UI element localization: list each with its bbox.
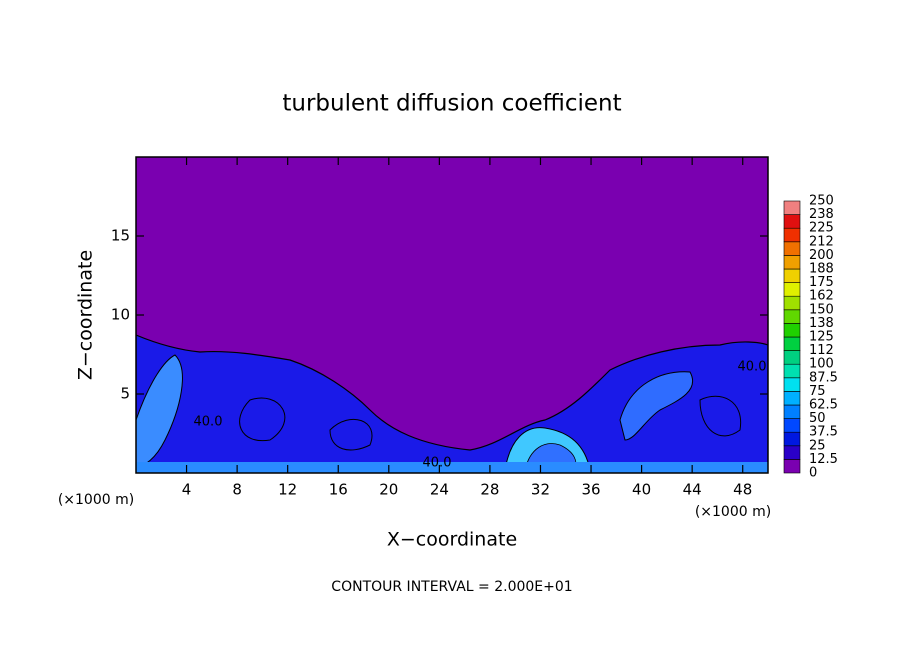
contour-line (239, 395, 742, 451)
footnote: CONTOUR INTERVAL = 2.000E+01 (331, 579, 572, 595)
x-tick-label: 8 (232, 481, 242, 499)
colorbar-label: 50 (809, 411, 826, 426)
y-unit-label: (×1000 m) (695, 504, 771, 520)
colorbar-label: 188 (809, 262, 834, 277)
contour-label: 40.0 (738, 360, 767, 375)
colorbar-box (783, 418, 801, 433)
colorbar-box (783, 350, 801, 365)
colorbar-box (783, 323, 801, 338)
colorbar-label: 75 (809, 384, 826, 399)
colorbar-box (783, 459, 801, 474)
colorbar-box (783, 255, 801, 270)
colorbar-label: 175 (809, 275, 834, 290)
colorbar-label: 138 (809, 316, 834, 331)
colorbar-box (783, 295, 801, 311)
colorbar-box (783, 309, 801, 324)
y-tick-label: 15 (111, 227, 130, 245)
colorbar-box (783, 200, 801, 215)
colorbar-label: 62.5 (809, 398, 838, 413)
colorbar-label: 25 (809, 438, 826, 453)
x-tick-label: 44 (683, 481, 702, 499)
colorbar-box (783, 363, 801, 379)
colorbar-label: 225 (809, 221, 834, 236)
chart-title: turbulent diffusion coefficient (282, 91, 621, 117)
field-region (136, 462, 768, 473)
x-tick-label: 40 (632, 481, 651, 499)
colorbar-label: 125 (809, 330, 834, 345)
colorbar-box (783, 431, 801, 447)
colorbar-label: 100 (809, 357, 834, 372)
x-tick-label: 4 (182, 481, 192, 499)
x-axis-label: X−coordinate (387, 529, 517, 551)
colorbar-box (783, 214, 801, 229)
x-tick-label: 20 (379, 481, 398, 499)
contour-label: 40.0 (194, 415, 223, 430)
colorbar-box (783, 227, 801, 243)
colorbar-label: 0 (809, 466, 817, 481)
colorbar-box (783, 391, 801, 406)
x-tick-label: 24 (430, 481, 449, 499)
colorbar-box (783, 282, 801, 297)
colorbar-box (783, 336, 801, 351)
colorbar-label: 200 (809, 248, 834, 263)
x-tick-label: 12 (278, 481, 297, 499)
colorbar-label: 12.5 (809, 452, 838, 467)
colorbar-box (783, 404, 801, 419)
x-tick-label: 16 (329, 481, 348, 499)
y-tick-label: 5 (120, 385, 130, 403)
y-axis-label: Z−coordinate (75, 250, 97, 380)
x-tick-label: 32 (531, 481, 550, 499)
colorbar-box (783, 377, 801, 392)
field-region (619, 371, 694, 441)
colorbar-label: 162 (809, 289, 834, 304)
colorbar-label: 37.5 (809, 425, 838, 440)
x-tick-label: 36 (581, 481, 600, 499)
colorbar-label: 112 (809, 343, 834, 358)
x-tick-label: 48 (733, 481, 752, 499)
colorbar-label: 238 (809, 207, 834, 222)
colorbar-box (783, 445, 801, 460)
colorbar-label: 87.5 (809, 370, 838, 385)
y-tick-label: 10 (111, 306, 130, 324)
colorbar-label: 150 (809, 302, 834, 317)
x-unit-label: (×1000 m) (58, 492, 134, 508)
field (136, 157, 768, 473)
colorbar-box (783, 268, 801, 283)
field-region (136, 354, 183, 469)
colorbar-label: 250 (809, 194, 834, 209)
field-region (136, 334, 768, 473)
colorbar-box (783, 241, 801, 256)
x-tick-label: 28 (480, 481, 499, 499)
colorbar-label: 212 (809, 234, 834, 249)
contour-label: 40.0 (423, 456, 452, 471)
